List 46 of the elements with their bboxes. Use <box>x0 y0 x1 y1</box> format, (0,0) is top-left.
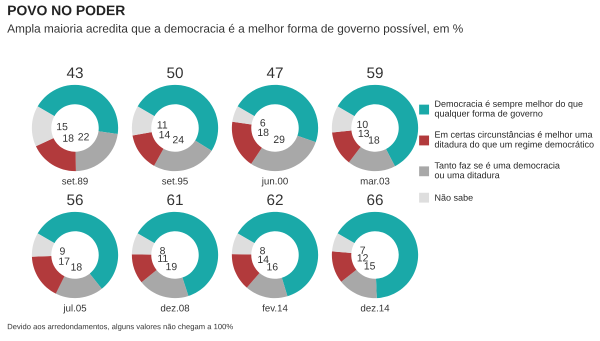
data-label: 24 <box>172 136 184 144</box>
data-label: 19 <box>166 262 177 270</box>
data-label: 6 <box>260 119 266 127</box>
data-label: 18 <box>368 136 380 144</box>
data-label: 22 <box>78 133 89 140</box>
chart-title: POVO NO PODER <box>8 5 125 16</box>
data-label: 66 <box>367 194 383 206</box>
data-label: 18 <box>71 263 82 271</box>
data-label: 16 <box>267 263 278 270</box>
data-label: 11 <box>158 121 168 128</box>
chart-subtitle: Ampla maioria acredita que a democracia é a melhor forma de governo possível, em % <box>7 24 463 36</box>
data-label: 18 <box>258 128 269 136</box>
legend-label: Democracia é sempre melhor do que qualquer forma de governo <box>434 100 583 118</box>
data-label: 61 <box>167 194 183 206</box>
legend-label: Não sabe <box>435 194 473 201</box>
data-label: 14 <box>159 131 170 138</box>
data-label: 17 <box>59 258 70 265</box>
data-label: 13 <box>358 130 370 138</box>
text: set.89 <box>62 178 88 185</box>
data-label: 9 <box>60 247 65 255</box>
legend-label: Tanto faz se é uma democracia ou uma ditadura <box>434 162 560 178</box>
text: dez.14 <box>360 304 390 312</box>
data-label: 8 <box>160 246 165 254</box>
data-label: 12 <box>358 254 368 262</box>
data-label: 47 <box>266 68 283 78</box>
text: jul.05 <box>63 304 86 314</box>
text: dez.08 <box>160 304 190 312</box>
data-label: 14 <box>258 256 269 263</box>
data-label: 11 <box>158 254 168 262</box>
legend-label: Em certas circunstâncias é melhor uma ditadura do que um regime democrático <box>434 130 594 150</box>
text: set.95 <box>162 178 188 185</box>
data-label: 50 <box>167 67 183 78</box>
data-label: 15 <box>364 262 375 270</box>
data-label: 18 <box>63 134 74 142</box>
data-label: 10 <box>357 120 368 128</box>
data-label: 59 <box>367 67 383 78</box>
data-label: 56 <box>67 194 83 206</box>
data-label: 43 <box>66 67 83 78</box>
data-label: 8 <box>260 246 265 254</box>
data-label: 62 <box>267 194 283 206</box>
text: jun.00 <box>262 177 288 186</box>
text: fev.14 <box>262 304 288 312</box>
data-label: 7 <box>360 246 366 254</box>
data-label: 29 <box>274 136 284 144</box>
data-label: 15 <box>57 122 68 130</box>
text: mar.03 <box>360 178 390 185</box>
